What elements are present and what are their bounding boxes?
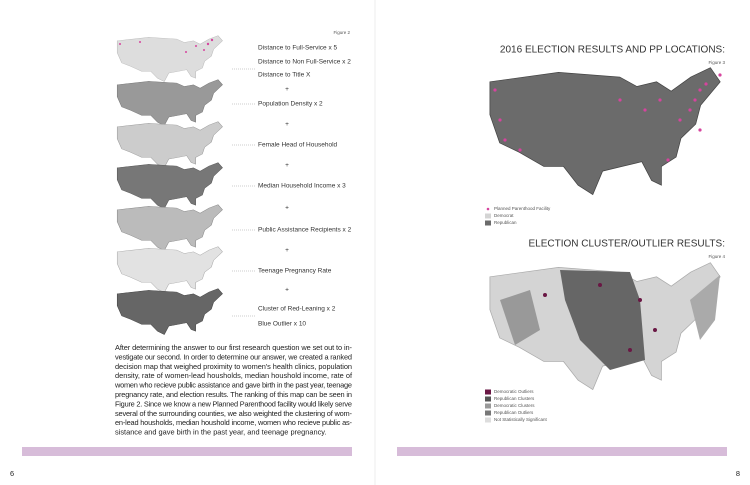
- legend-label: Republican Clusters: [494, 396, 535, 401]
- paragraph-line: density, rate of women-lead housholds, m…: [115, 371, 353, 380]
- layer-maps: [116, 35, 224, 336]
- figure-label: Figure 4: [708, 254, 725, 259]
- legend-swatch: [485, 213, 491, 219]
- separator: +: [285, 121, 289, 128]
- paragraph-line: Figure 2. Since we know a new Planned Pa…: [115, 399, 352, 408]
- paragraph-line: women who recieve public assistance and …: [114, 381, 352, 390]
- legend-swatch: [486, 207, 490, 211]
- separator: +: [285, 86, 289, 93]
- separator: +: [285, 205, 289, 212]
- clinic-dots: [119, 38, 214, 53]
- legend-swatch: [485, 403, 491, 409]
- legend-swatch: [485, 396, 491, 402]
- democratic-cluster: [690, 275, 720, 340]
- legend-label: Democratic Clusters: [494, 403, 535, 408]
- layer-label: Female Head of Household: [258, 142, 338, 149]
- layer-labels: Distance to Full-Service x 5 Distance to …: [232, 45, 352, 328]
- layer-label: Distance to Non Full-Service x 2: [258, 59, 351, 66]
- separator: +: [285, 162, 289, 169]
- layer-label: Cluster of Red-Leaning x 2: [258, 306, 336, 313]
- figure-label: Figure 2: [333, 30, 350, 35]
- legend-swatch: [485, 410, 491, 416]
- clinic-dots: [493, 73, 722, 162]
- layer-label: Public Assistance Recipients x 2: [258, 227, 352, 234]
- outlier-dots: [543, 283, 657, 352]
- legend-label: Democratic Outliers: [494, 389, 534, 394]
- republican-cluster: [560, 270, 645, 370]
- legend-label: Republican Outliers: [494, 410, 534, 415]
- paragraph-line: decision map that weighed proximity to w…: [115, 362, 352, 371]
- layer-label: Blue Outlier x 10: [258, 321, 306, 328]
- paragraph-line: several of the surrounding counties, we …: [115, 409, 353, 418]
- layer-label: Teenage Pregnancy Rate: [258, 268, 332, 275]
- page-number: 8: [736, 469, 740, 478]
- paragraph-line: vestigate our second. In order to determ…: [115, 352, 352, 361]
- legend-label: Planned Parenthood Facility: [494, 206, 551, 211]
- legend-label: Republican: [494, 220, 517, 225]
- legend: Democratic Outliers Republican Clusters De…: [485, 389, 548, 423]
- accent-bar: [397, 447, 727, 456]
- paragraph: After determining the answer to our firs…: [114, 343, 353, 437]
- separator: +: [285, 287, 289, 294]
- accent-bar: [22, 447, 352, 456]
- legend: Planned Parenthood Facility Democrat Repub…: [485, 206, 551, 226]
- layer-label: Distance to Title X: [258, 72, 311, 79]
- layer-label: Median Household Income x 3: [258, 183, 346, 190]
- legend-swatch: [485, 417, 491, 423]
- democratic-cluster: [500, 290, 540, 345]
- paragraph-line: en-lead housholds, median houshold incom…: [115, 418, 353, 427]
- separator: +: [285, 247, 289, 254]
- paragraph-line: sistance and gave birth in the past year…: [115, 428, 326, 437]
- legend-swatch: [485, 220, 491, 226]
- legend-label: Not Statistically Significant: [494, 417, 548, 422]
- figure-title: 2016 ELECTION RESULTS AND PP LOCATIONS:: [500, 45, 725, 56]
- paragraph-line: After determining the answer to our firs…: [115, 343, 353, 352]
- layer-label: Population Density x 2: [258, 101, 323, 108]
- layer-label: Distance to Full-Service x 5: [258, 45, 337, 52]
- figure-title: ELECTION CLUSTER/OUTLIER RESULTS:: [528, 239, 725, 250]
- figure-label: Figure 3: [708, 60, 725, 65]
- paragraph-line: pregnancy rate, and election results. Th…: [115, 390, 352, 399]
- legend-swatch: [485, 389, 491, 395]
- page-number: 6: [10, 469, 14, 478]
- legend-label: Democrat: [494, 213, 514, 218]
